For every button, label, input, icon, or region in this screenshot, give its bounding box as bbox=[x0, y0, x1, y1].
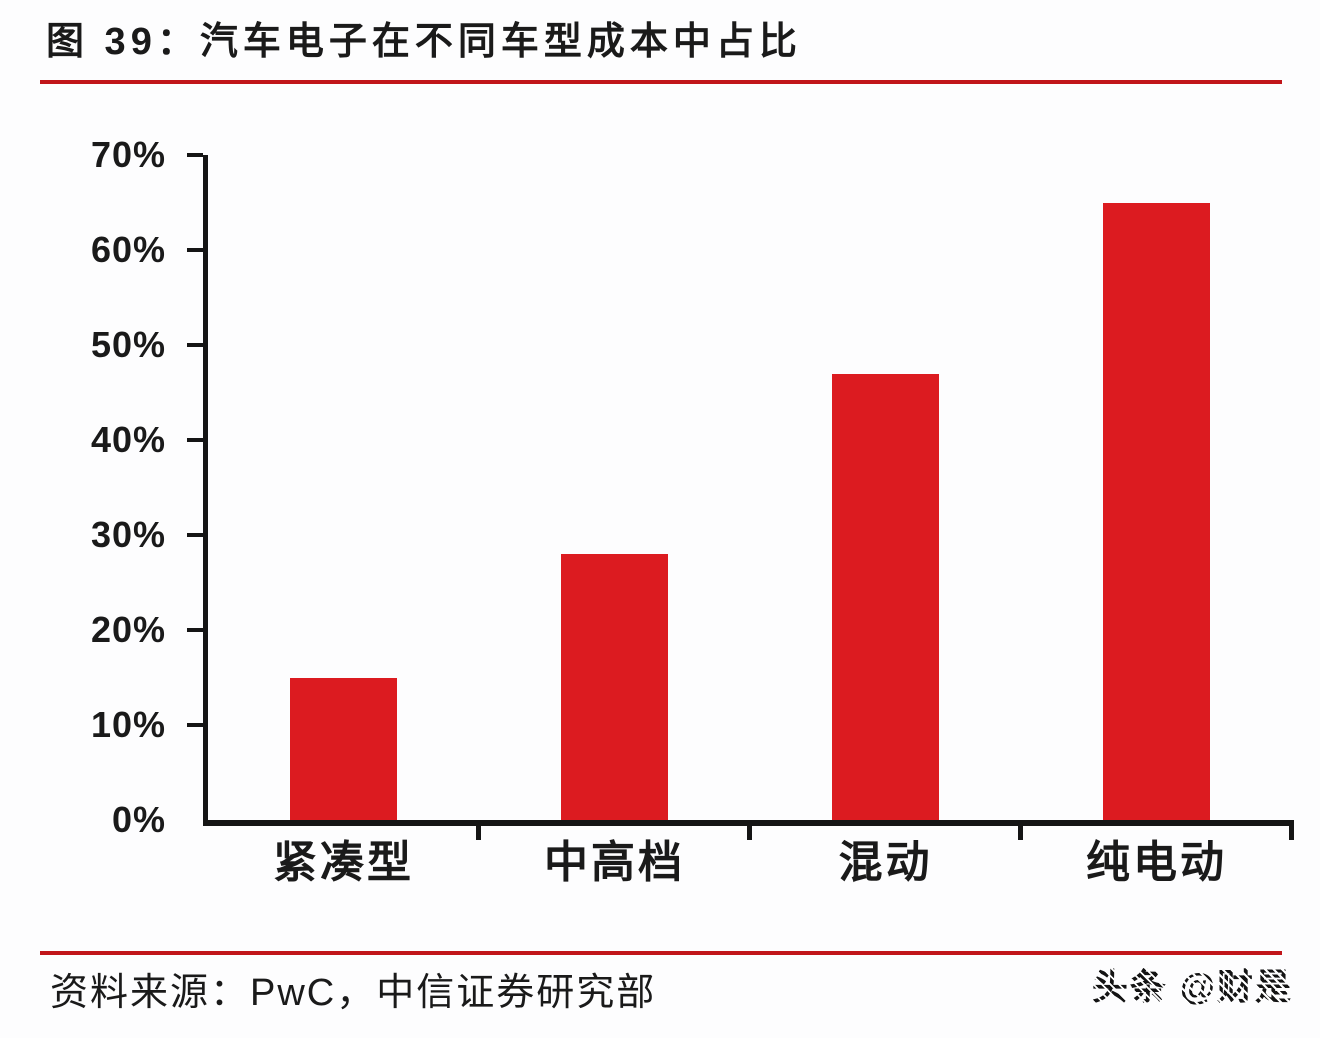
y-axis-tick bbox=[187, 628, 203, 632]
y-axis-tick bbox=[187, 532, 203, 537]
x-axis-label: 纯电动 bbox=[1086, 838, 1227, 887]
title-rule bbox=[40, 80, 1282, 84]
x-axis-label: 中高档 bbox=[544, 838, 685, 887]
footer-rule bbox=[40, 951, 1282, 955]
y-axis-tick bbox=[187, 342, 203, 347]
figure-title: 图 39：汽车电子在不同车型成本中占比 bbox=[46, 21, 802, 63]
bar-紧凑型 bbox=[290, 677, 397, 820]
source-text: 资料来源：PwC，中信证券研究部 bbox=[50, 972, 657, 1014]
y-axis-label: 50% bbox=[90, 323, 166, 365]
y-axis-label: 40% bbox=[90, 419, 166, 460]
y-axis-label: 30% bbox=[90, 513, 166, 555]
x-axis-labels: 紧凑型 中高档 混动 纯电动 bbox=[208, 838, 1292, 902]
x-axis-tick bbox=[1289, 820, 1294, 840]
y-axis-label: 0% bbox=[111, 799, 166, 840]
x-axis-tick bbox=[747, 820, 752, 840]
y-axis-tick bbox=[187, 438, 203, 442]
y-axis-label: 20% bbox=[90, 609, 166, 650]
bar-中高档 bbox=[561, 554, 668, 820]
plot-area bbox=[187, 153, 1294, 840]
y-axis-tick bbox=[187, 723, 203, 727]
y-axis-labels: 0% 10% 20% 30% 40% 50% 60% 70% bbox=[0, 134, 166, 840]
y-axis-label: 10% bbox=[90, 704, 166, 745]
x-axis-label: 混动 bbox=[838, 838, 933, 887]
y-axis-tick bbox=[187, 247, 203, 252]
y-axis-label: 70% bbox=[90, 134, 166, 175]
bar-纯电动 bbox=[1103, 202, 1210, 820]
watermark-text: 头条 @财是 bbox=[1091, 966, 1293, 1007]
bar-混动 bbox=[832, 373, 939, 820]
x-axis-tick bbox=[1018, 820, 1023, 840]
y-axis-label: 60% bbox=[90, 228, 166, 270]
x-axis-label: 紧凑型 bbox=[273, 838, 414, 887]
x-axis-tick bbox=[476, 820, 481, 840]
y-axis-tick bbox=[187, 153, 203, 157]
